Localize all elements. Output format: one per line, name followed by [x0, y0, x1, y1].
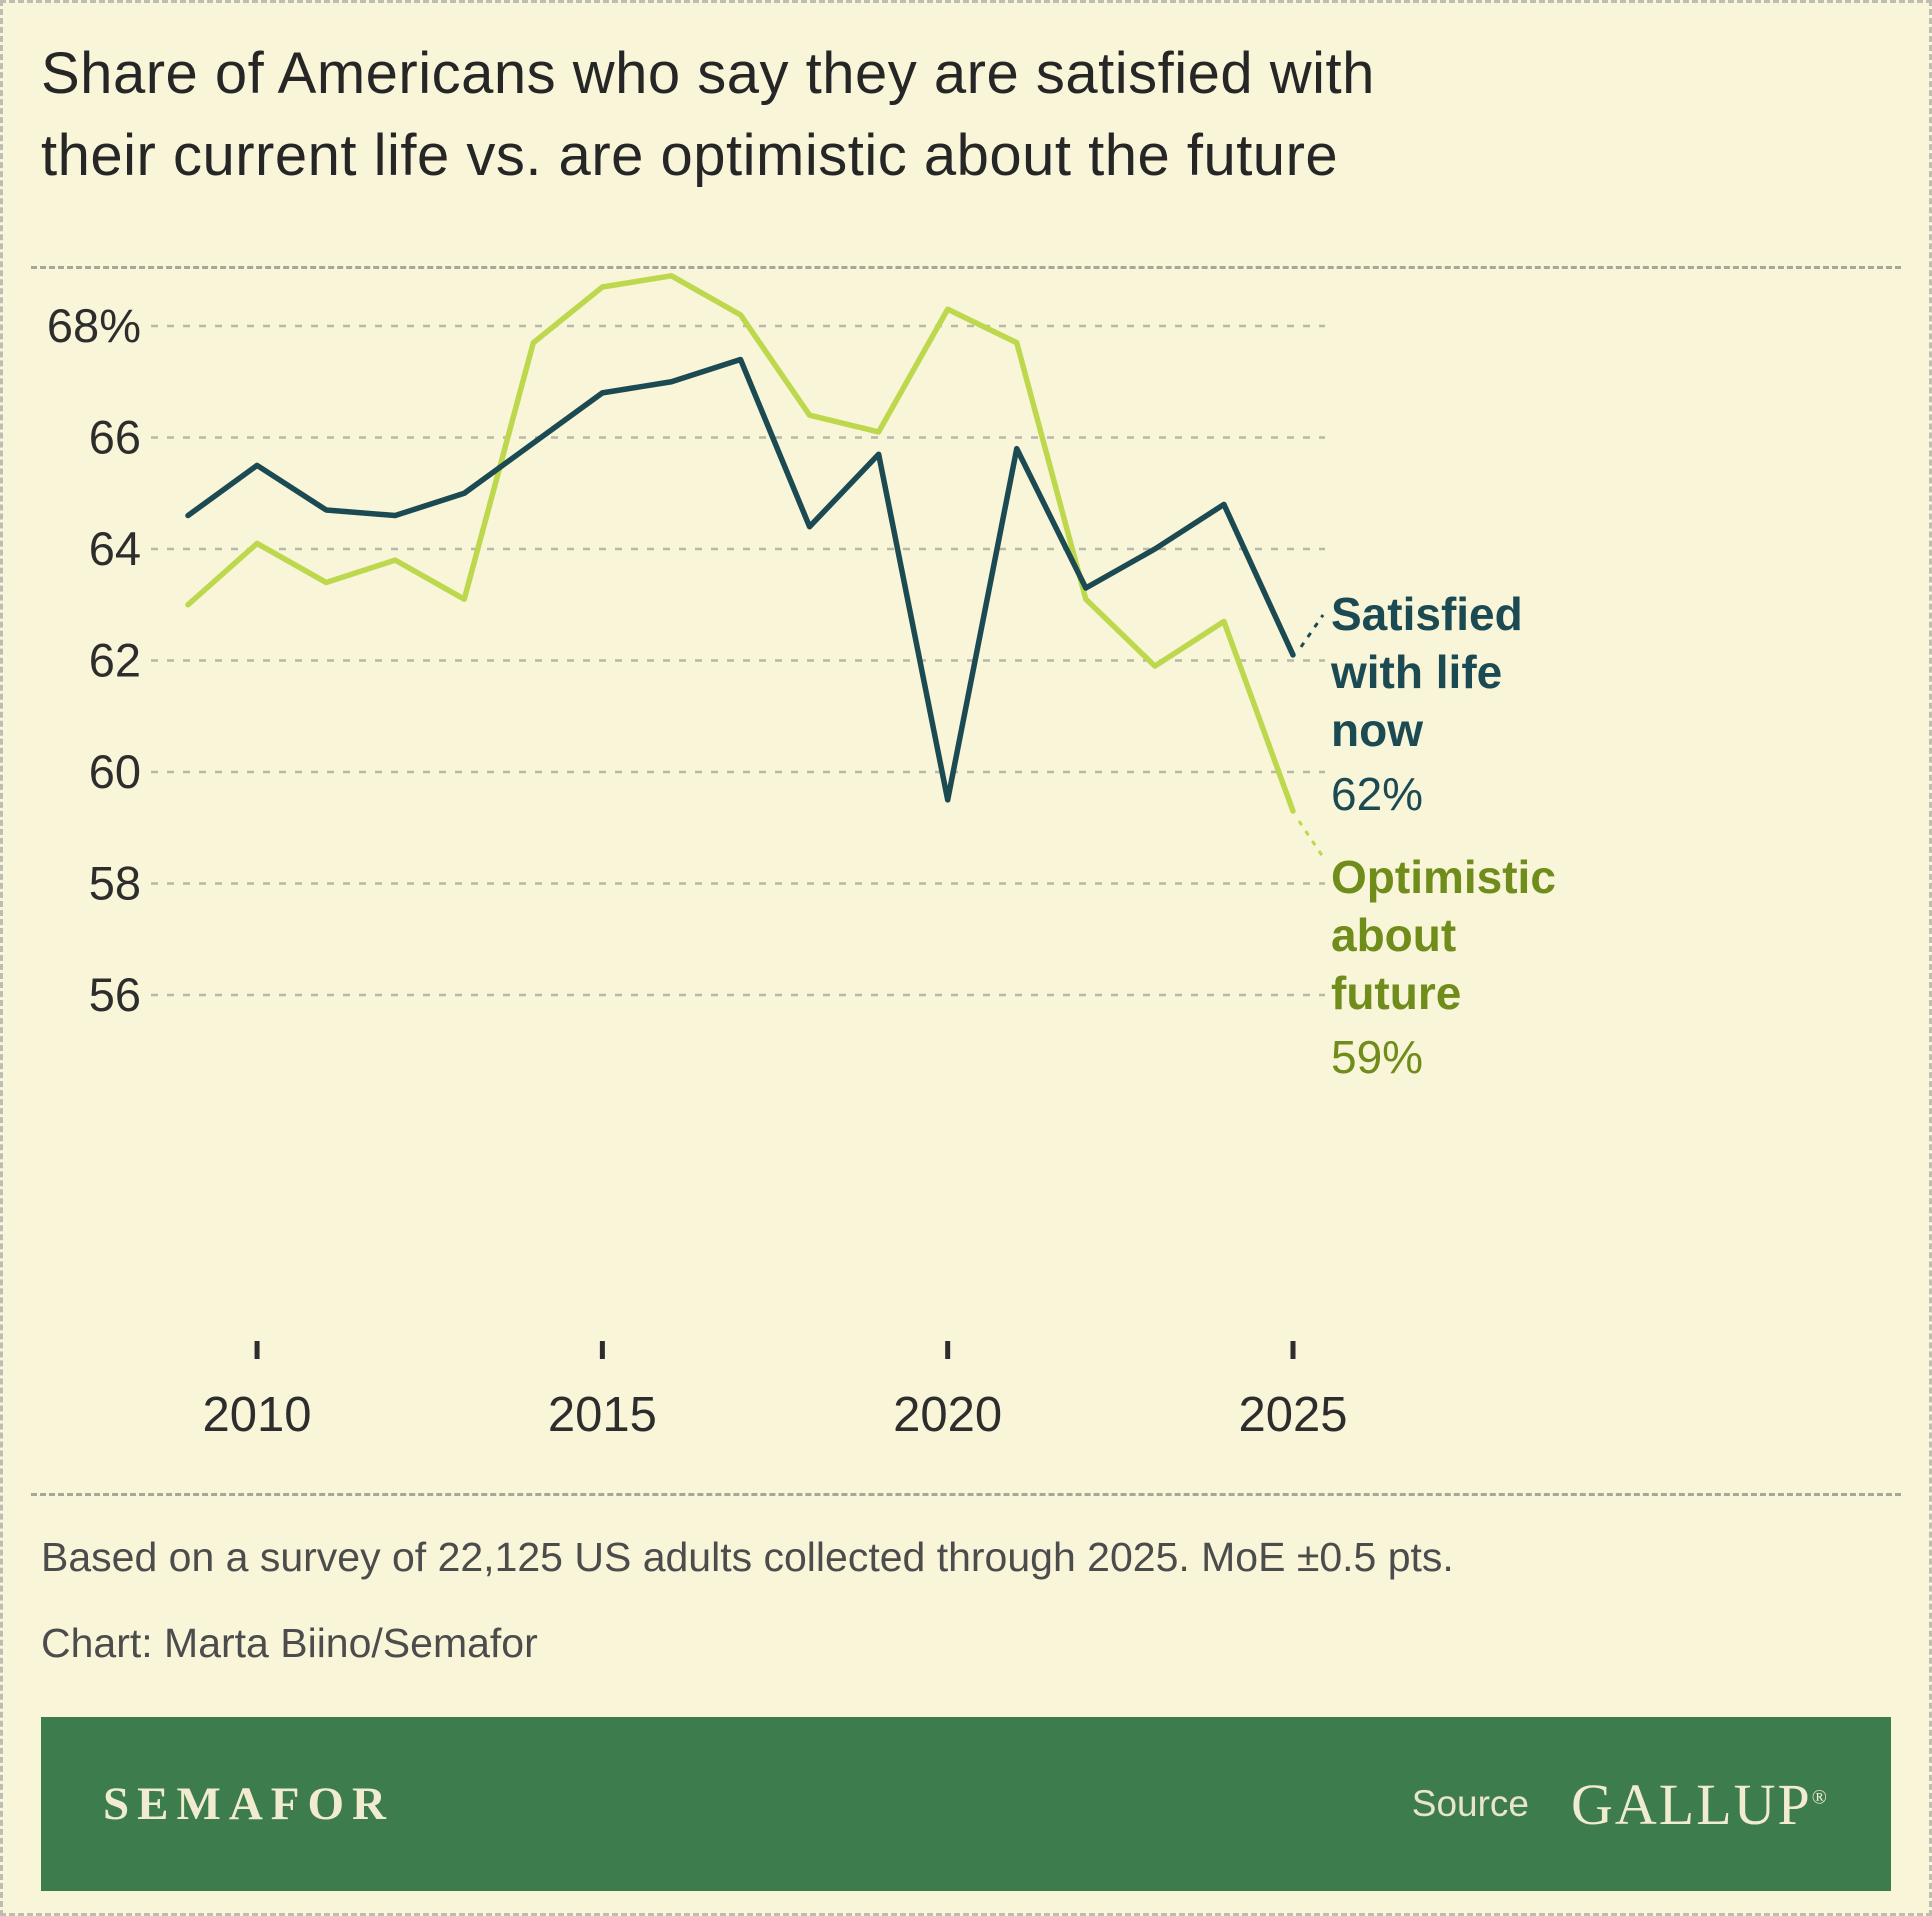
y-axis-label: 56 [89, 968, 141, 1021]
gallup-wordmark: GALLUP [1571, 1771, 1812, 1837]
optimistic-label-line: Optimistic [1331, 851, 1556, 903]
bottom-separator [31, 1493, 1901, 1496]
leader-line-optimistic [1297, 820, 1325, 858]
credit-note: Chart: Marta Biino/Semafor [41, 1620, 538, 1666]
footer-bar: SEMAFOR Source GALLUP® [41, 1717, 1891, 1891]
y-axis-label: 58 [89, 857, 141, 910]
leader-line-satisfied [1299, 614, 1325, 648]
optimistic-label-line: future [1331, 967, 1462, 1019]
y-axis-label: 60 [89, 745, 141, 798]
chart-svg: 56 58 60 62 64 66 68% 2010 2015 2020 2025 [47, 273, 1348, 1442]
satisfied-label-line: with life [1331, 646, 1503, 698]
y-axis-label: 62 [89, 634, 141, 687]
chart-notes: Based on a survey of 22,125 US adults co… [41, 1533, 1454, 1667]
semafor-logo: SEMAFOR [103, 1778, 394, 1830]
x-axis-label: 2020 [893, 1388, 1002, 1442]
chart-title-line-2: their current life vs. are optimistic ab… [41, 123, 1339, 188]
chart-title-line-1: Share of Americans who say they are sati… [41, 41, 1375, 106]
series-line-optimistic-about-future [185, 273, 1296, 814]
annotation-optimistic: Optimistic about future 59% [1331, 848, 1651, 1086]
y-axis-label: 66 [89, 411, 141, 464]
annotation-satisfied: Satisfied with life now 62% [1331, 585, 1651, 823]
optimistic-end-value: 59% [1331, 1031, 1424, 1083]
survey-note: Based on a survey of 22,125 US adults co… [41, 1534, 1454, 1580]
registered-trademark-icon: ® [1811, 1786, 1829, 1809]
top-separator [31, 266, 1901, 269]
series-line-satisfied-with-life-now [185, 356, 1296, 803]
x-axis-label: 2010 [203, 1388, 312, 1442]
satisfied-end-value: 62% [1331, 768, 1424, 820]
satisfied-label-line: Satisfied [1331, 588, 1523, 640]
y-axis-label: 68% [47, 299, 141, 352]
x-axis-label: 2025 [1238, 1388, 1347, 1442]
source-label: Source [1411, 1783, 1530, 1824]
chart-title: Share of Americans who say they are sati… [41, 33, 1375, 197]
optimistic-label-line: about [1331, 909, 1457, 961]
y-axis-label: 64 [89, 522, 141, 575]
source-group: Source GALLUP® [1412, 1771, 1829, 1838]
satisfied-label-line: now [1331, 704, 1423, 756]
x-axis-label: 2015 [548, 1388, 657, 1442]
gallup-logo: GALLUP® [1571, 1771, 1829, 1838]
